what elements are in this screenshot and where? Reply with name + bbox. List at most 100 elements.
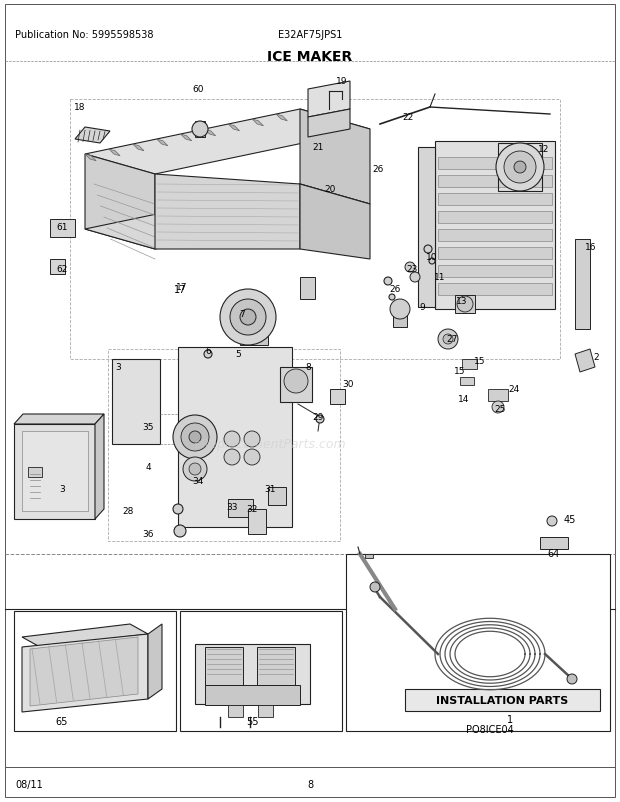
Polygon shape <box>30 638 138 706</box>
Text: INSTALLATION PARTS: INSTALLATION PARTS <box>436 695 568 705</box>
Circle shape <box>173 504 183 514</box>
Polygon shape <box>308 82 350 118</box>
Bar <box>438 229 552 241</box>
Circle shape <box>224 449 240 465</box>
Circle shape <box>384 277 392 286</box>
Text: 61: 61 <box>56 223 68 233</box>
Bar <box>205 647 243 685</box>
Text: 33: 33 <box>226 503 237 512</box>
Circle shape <box>244 449 260 465</box>
Circle shape <box>192 122 208 138</box>
Text: 6: 6 <box>205 347 211 356</box>
Text: 62: 62 <box>56 265 68 274</box>
Text: 11: 11 <box>434 273 446 282</box>
Polygon shape <box>300 184 370 260</box>
Polygon shape <box>85 184 370 249</box>
Bar <box>28 468 42 477</box>
Text: 17: 17 <box>174 285 186 294</box>
Circle shape <box>240 310 256 326</box>
Bar <box>460 378 474 386</box>
Bar <box>50 220 75 237</box>
Circle shape <box>244 431 260 448</box>
Circle shape <box>424 245 432 253</box>
Text: 65: 65 <box>56 716 68 726</box>
Circle shape <box>390 300 410 320</box>
Text: 1: 1 <box>507 714 513 724</box>
Circle shape <box>405 263 415 273</box>
Text: 34: 34 <box>192 477 204 486</box>
Polygon shape <box>540 537 568 549</box>
Polygon shape <box>14 415 104 424</box>
Bar <box>488 390 508 402</box>
Bar <box>248 509 266 534</box>
Text: 21: 21 <box>312 144 324 152</box>
Text: 3: 3 <box>59 485 65 494</box>
Text: 13: 13 <box>456 297 467 306</box>
Bar <box>438 176 552 188</box>
Polygon shape <box>418 148 435 308</box>
Text: 64: 64 <box>548 549 560 558</box>
Circle shape <box>316 415 324 423</box>
Text: E32AF75JPS1: E32AF75JPS1 <box>278 30 342 40</box>
Text: 28: 28 <box>122 507 134 516</box>
Polygon shape <box>308 110 350 138</box>
Bar <box>50 260 65 274</box>
Circle shape <box>204 350 212 358</box>
Polygon shape <box>14 424 95 520</box>
Bar <box>22 431 88 512</box>
Bar <box>257 647 295 685</box>
Circle shape <box>189 464 201 476</box>
Polygon shape <box>276 115 287 122</box>
Text: 60: 60 <box>192 85 204 95</box>
Polygon shape <box>85 110 370 175</box>
Circle shape <box>173 415 217 460</box>
Polygon shape <box>228 125 239 132</box>
Text: 8: 8 <box>305 363 311 372</box>
Polygon shape <box>195 644 310 704</box>
Polygon shape <box>180 135 192 142</box>
Bar <box>195 122 205 138</box>
Bar <box>438 248 552 260</box>
Bar <box>455 296 475 314</box>
Polygon shape <box>148 624 162 699</box>
Polygon shape <box>178 347 292 528</box>
Text: 24: 24 <box>508 385 520 394</box>
Text: 55: 55 <box>246 716 259 726</box>
Text: 4: 4 <box>145 463 151 472</box>
Polygon shape <box>252 119 264 127</box>
Circle shape <box>492 402 504 414</box>
Text: PO8ICE04: PO8ICE04 <box>466 724 514 734</box>
Circle shape <box>181 423 209 452</box>
Bar <box>438 194 552 206</box>
Polygon shape <box>85 155 96 161</box>
Circle shape <box>220 290 276 346</box>
Circle shape <box>224 431 240 448</box>
Polygon shape <box>157 140 168 147</box>
Circle shape <box>230 300 266 335</box>
Bar <box>393 308 407 327</box>
Text: 23: 23 <box>406 265 418 274</box>
Text: 2: 2 <box>593 353 599 362</box>
Bar <box>258 705 273 717</box>
Bar <box>300 277 315 300</box>
Polygon shape <box>85 155 155 249</box>
Polygon shape <box>75 128 110 144</box>
Polygon shape <box>300 110 370 205</box>
Polygon shape <box>435 142 555 310</box>
Polygon shape <box>575 240 590 330</box>
Polygon shape <box>133 145 144 152</box>
Bar <box>438 265 552 277</box>
Text: 18: 18 <box>74 103 86 112</box>
Bar <box>14 611 176 731</box>
Text: 15: 15 <box>474 357 485 366</box>
Text: 3: 3 <box>115 363 121 372</box>
Bar <box>228 500 253 517</box>
Circle shape <box>514 162 526 174</box>
Bar <box>438 212 552 224</box>
Circle shape <box>567 674 577 684</box>
Text: 10: 10 <box>426 253 438 262</box>
Bar <box>240 318 268 346</box>
Text: 22: 22 <box>402 113 414 123</box>
Text: 30: 30 <box>342 380 354 389</box>
Text: 32: 32 <box>246 505 258 514</box>
